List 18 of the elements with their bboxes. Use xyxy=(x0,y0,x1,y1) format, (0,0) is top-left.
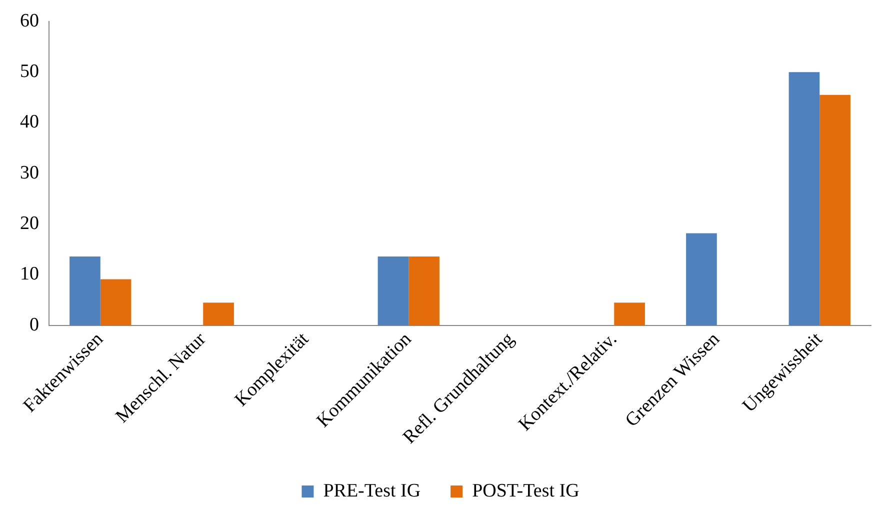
legend-label: POST-Test IG xyxy=(472,480,580,502)
bar xyxy=(100,279,132,326)
bar xyxy=(378,256,409,326)
y-tick-label: 0 xyxy=(30,314,39,336)
bar xyxy=(408,256,440,326)
bar xyxy=(788,72,820,326)
bar xyxy=(686,233,717,326)
bar xyxy=(614,302,645,326)
y-tick-label: 30 xyxy=(20,162,39,184)
y-tick-label: 50 xyxy=(20,61,39,82)
legend-label: PRE-Test IG xyxy=(323,480,421,502)
y-tick-label: 60 xyxy=(20,10,39,32)
bar xyxy=(70,256,100,326)
bar xyxy=(203,302,234,326)
y-tick-label: 40 xyxy=(20,112,39,133)
bar xyxy=(820,94,850,326)
y-tick-label: 20 xyxy=(20,213,39,234)
y-tick-label: 10 xyxy=(20,264,39,285)
